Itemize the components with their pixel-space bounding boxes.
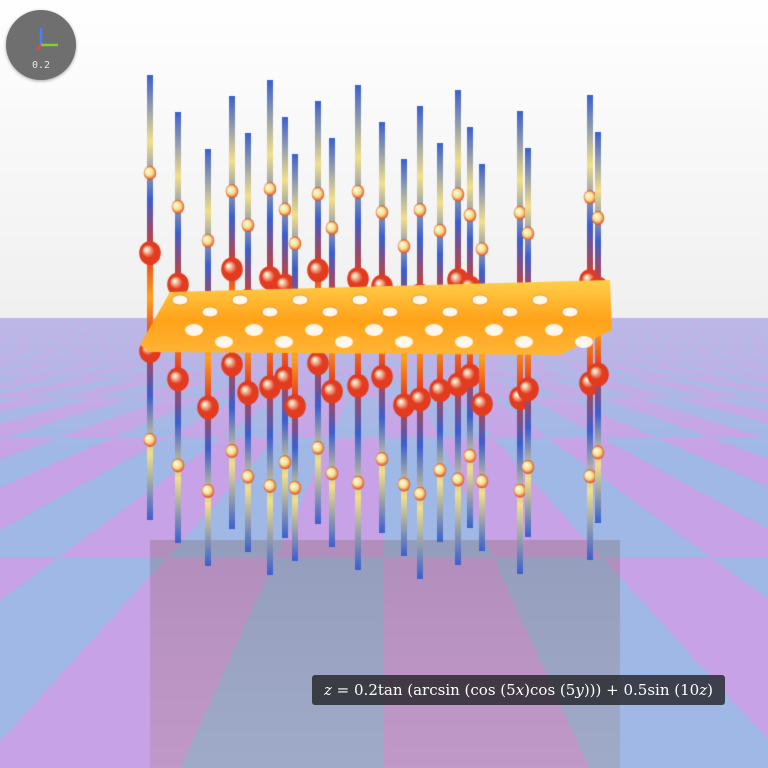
- axis-gizmo[interactable]: 0.2: [6, 10, 76, 80]
- equation-part-1: = 0.2tan (arcsin (cos (5: [331, 681, 516, 699]
- equation-y: y: [575, 681, 584, 699]
- equation-part-4: ): [707, 681, 713, 699]
- equation-part-2: )cos (5: [524, 681, 576, 699]
- x-axis-line: [36, 44, 42, 51]
- equation-label: z = 0.2tan (arcsin (cos (5x)cos (5y))) +…: [312, 675, 725, 705]
- equation-part-3: ))) + 0.5sin (10: [583, 681, 700, 699]
- axis-gizmo-icon: [36, 28, 58, 51]
- axis-scale-label: 0.2: [31, 60, 51, 71]
- equation-x: x: [515, 681, 525, 699]
- equation-lhs: z: [324, 681, 332, 699]
- equation-z: z: [699, 681, 708, 699]
